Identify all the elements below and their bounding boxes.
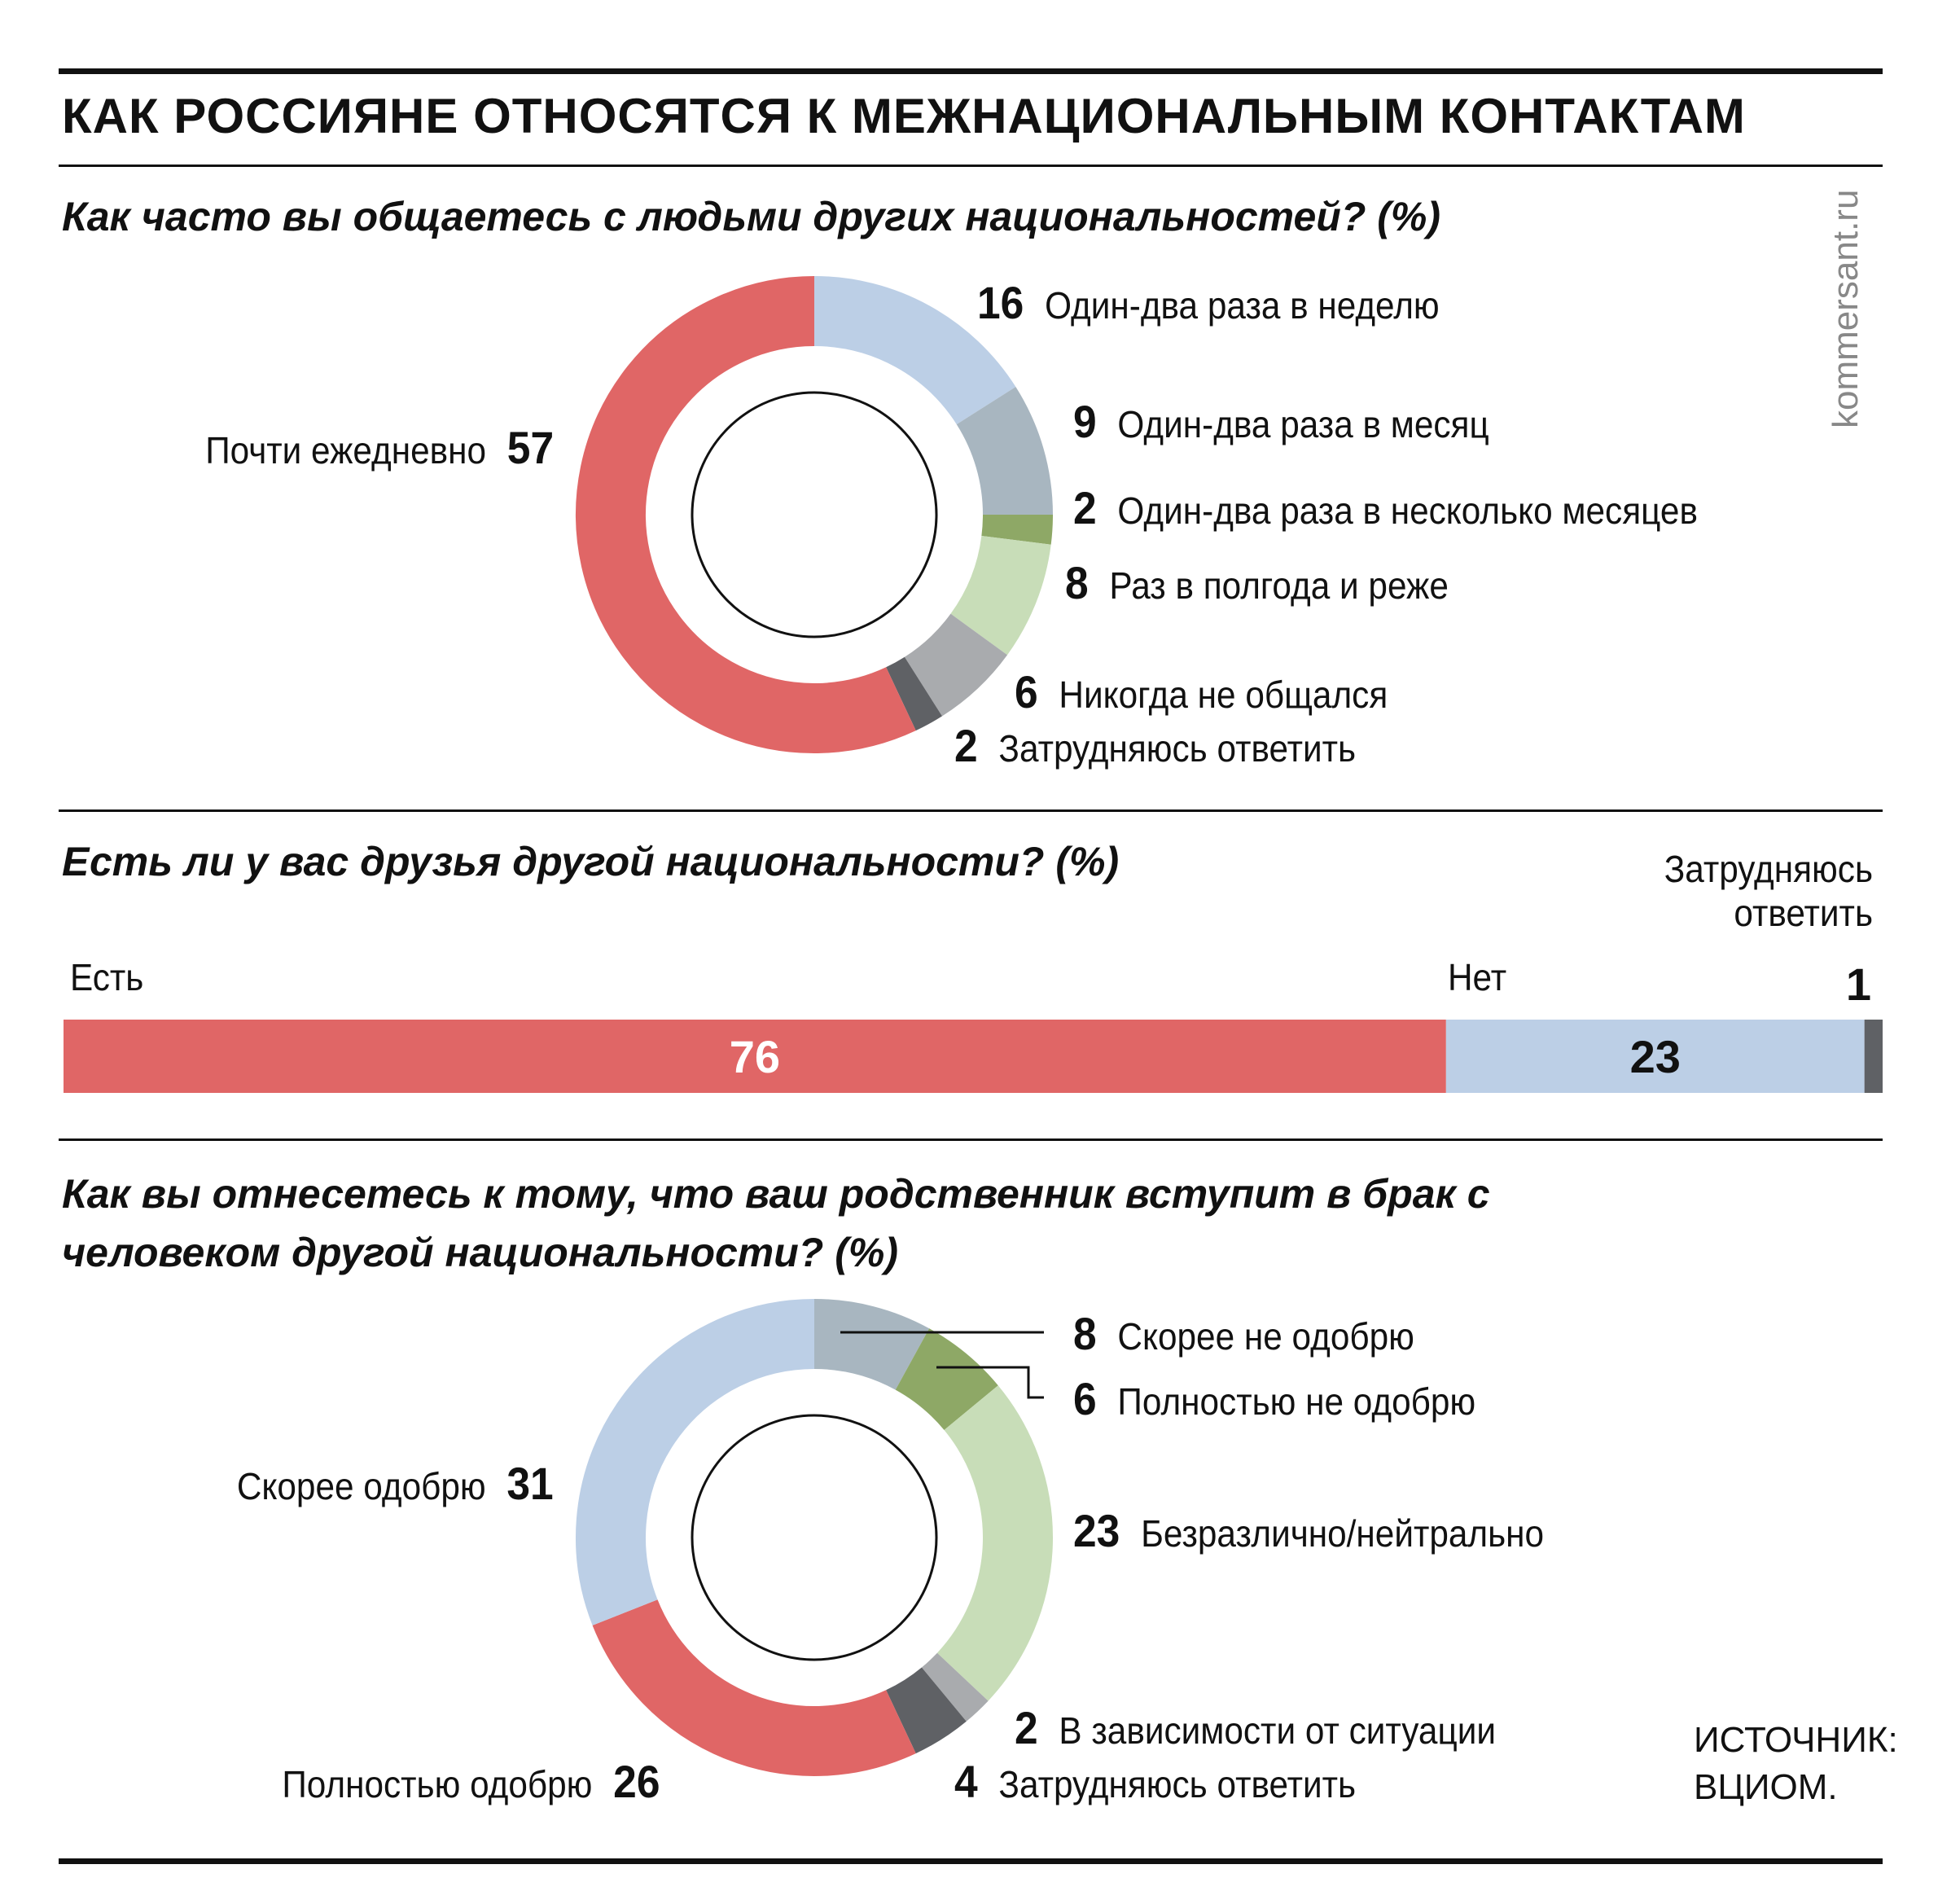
chart1-value-hard-to-say: 2 [954,720,978,771]
chart1-label-monthly: 9 Один-два раза в месяц [1073,396,1489,447]
chart1-title: Как часто вы общаетесь с людьми других н… [62,194,1441,239]
chart3-title: Как вы отнесетесь к тому, что ваш родств… [62,1171,1490,1275]
chart3-inner-circle [691,1414,938,1661]
chart2-bar-zatrudnyayus-otvetit [1864,1020,1883,1093]
chart1-value-monthly: 9 [1073,396,1097,447]
chart1-slice-pochti-ezhednevno [576,276,916,753]
chart3-label-fully-disapprove: 6 Полностью не одобрю [1073,1373,1476,1424]
chart3-label-fully-approve: Полностью одобрю 26 [281,1756,660,1807]
chart3-slice-skoree-ne-odobryu [813,1299,930,1391]
section-rule-2 [59,1138,1883,1141]
chart3-label-rather-approve: Скорее одобрю 31 [237,1458,554,1509]
chart1-label-hard-to-say: 2 Затрудняюсь ответить [954,720,1357,771]
title-rule [59,165,1883,167]
chart1-slice-odin-dva-raza-v-nedelyu [813,276,1016,425]
chart3-donut [576,1299,1053,1776]
chart2-category-yes: Есть [70,956,144,998]
chart3-label-hard-to-say: 4 Затрудняюсь ответить [954,1756,1357,1807]
chart3-value-fully-disapprove: 6 [1073,1373,1097,1424]
chart2-value-hard-to-say-outside: 1 [1845,959,1871,1010]
bottom-rule [59,1858,1883,1864]
chart3-slice-skoree-odobryu [576,1299,815,1625]
section-rule-1 [59,809,1883,812]
chart1-slice-nikogda-ne-obschalsya [904,612,1008,717]
chart3-value-neutral: 23 [1073,1505,1120,1556]
source-note: ИСТОЧНИК: ВЦИОМ. [1694,1720,1898,1807]
chart3-slice-polnostyu-odobryu [592,1599,916,1776]
chart1-slice-odin-dva-raza-v-mesyac [956,387,1053,515]
chart3-slice-polnostyu-ne-odobryu [894,1328,998,1431]
chart1-value-never: 6 [1015,666,1038,717]
chart3-value-rather-approve: 31 [506,1458,554,1509]
chart1-slice-odin-dva-raza-v-neskolko-mesyacev [981,514,1053,545]
top-rule [59,68,1883,74]
chart3-slice-zatrudnyayus-otvetit [885,1666,967,1754]
chart1-donut [576,276,1053,753]
chart1-label-weekly: 16 Один-два раза в неделю [977,277,1440,328]
chart2-bar-est [64,1020,1446,1093]
chart3-slice-bezrazlichno-neytralno [936,1385,1053,1701]
chart1-label-half-year: 8 Раз в полгода и реже [1065,557,1449,608]
chart1-slice-raz-v-polgoda-i-rezhe [949,534,1051,656]
chart2-category-no: Нет [1448,956,1507,998]
chart2-category-hard-to-say: Затрудняюсь ответить [1664,848,1873,934]
chart3-label-rather-disapprove: 8 Скорее не одобрю [1073,1308,1414,1359]
chart3-leader-fully-disapprove [936,1366,1044,1399]
chart3-slice-v-zavisimosti-ot-situacii [921,1652,989,1722]
chart3-value-rather-disapprove: 8 [1073,1308,1097,1359]
chart1-label-never: 6 Никогда не общался [1015,666,1388,717]
chart2-bar-net [1445,1020,1865,1093]
chart1-value-weekly: 16 [977,277,1024,328]
page-title: КАК РОССИЯНЕ ОТНОСЯТСЯ К МЕЖНАЦИОНАЛЬНЫМ… [62,89,1746,143]
chart3-value-hard-to-say: 4 [954,1756,978,1807]
chart2-bar: 76 23 [64,1020,1883,1093]
chart1-inner-circle [691,391,938,638]
chart3-value-depends: 2 [1015,1702,1038,1753]
chart1-value-several-months: 2 [1073,482,1097,533]
watermark: kommersant.ru [1826,189,1866,428]
chart1-slice-zatrudnyayus-otvetit [885,656,942,731]
chart2-title: Есть ли у вас друзья другой национальнос… [62,839,1120,884]
chart3-label-neutral: 23 Безразлично/нейтрально [1073,1505,1545,1556]
chart3-value-fully-approve: 26 [612,1756,660,1807]
chart2-bar-label-net: 23 [1630,1031,1681,1082]
chart1-value-half-year: 8 [1065,557,1089,608]
chart1-value-daily: 57 [506,422,554,473]
chart1-label-several-months: 2 Один-два раза в несколько месяцев [1073,482,1698,533]
chart1-label-daily: Почти ежедневно 57 [205,422,554,473]
chart2-bar-label-est: 76 [730,1031,780,1082]
